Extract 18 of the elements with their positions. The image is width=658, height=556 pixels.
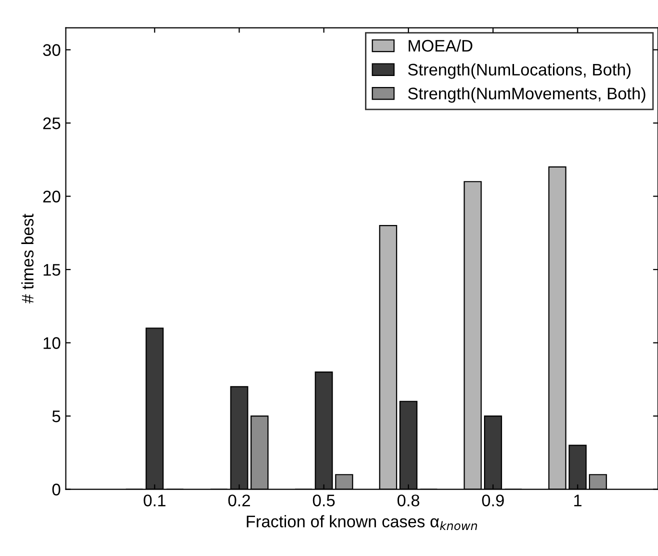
legend-label: Strength(NumMovements, Both) bbox=[408, 87, 646, 103]
x-tick-label: 0.5 bbox=[312, 494, 335, 506]
y-tick-label: 0 bbox=[52, 484, 60, 496]
x-tick-label: 0.8 bbox=[398, 494, 420, 506]
y-axis-title: # times best bbox=[21, 214, 34, 304]
y-tick-label: 20 bbox=[43, 190, 60, 202]
y-tick-label: 30 bbox=[43, 44, 60, 56]
y-tick-label: 15 bbox=[44, 264, 60, 276]
x-tick-label: 0.1 bbox=[144, 494, 166, 506]
legend-label: MOEA/D bbox=[408, 39, 472, 52]
y-tick-label: 5 bbox=[52, 410, 60, 422]
x-tick-label: 0.2 bbox=[228, 494, 250, 506]
x-tick-label: 1 bbox=[574, 494, 582, 506]
y-tick-label: 10 bbox=[44, 337, 60, 349]
x-tick-label: 0.9 bbox=[482, 494, 504, 506]
x-axis-title: Fraction of known cases α$_{known}$ bbox=[246, 515, 478, 530]
y-tick-label: 25 bbox=[43, 117, 60, 130]
legend-label: Strength(NumLocations, Both) bbox=[408, 63, 631, 79]
